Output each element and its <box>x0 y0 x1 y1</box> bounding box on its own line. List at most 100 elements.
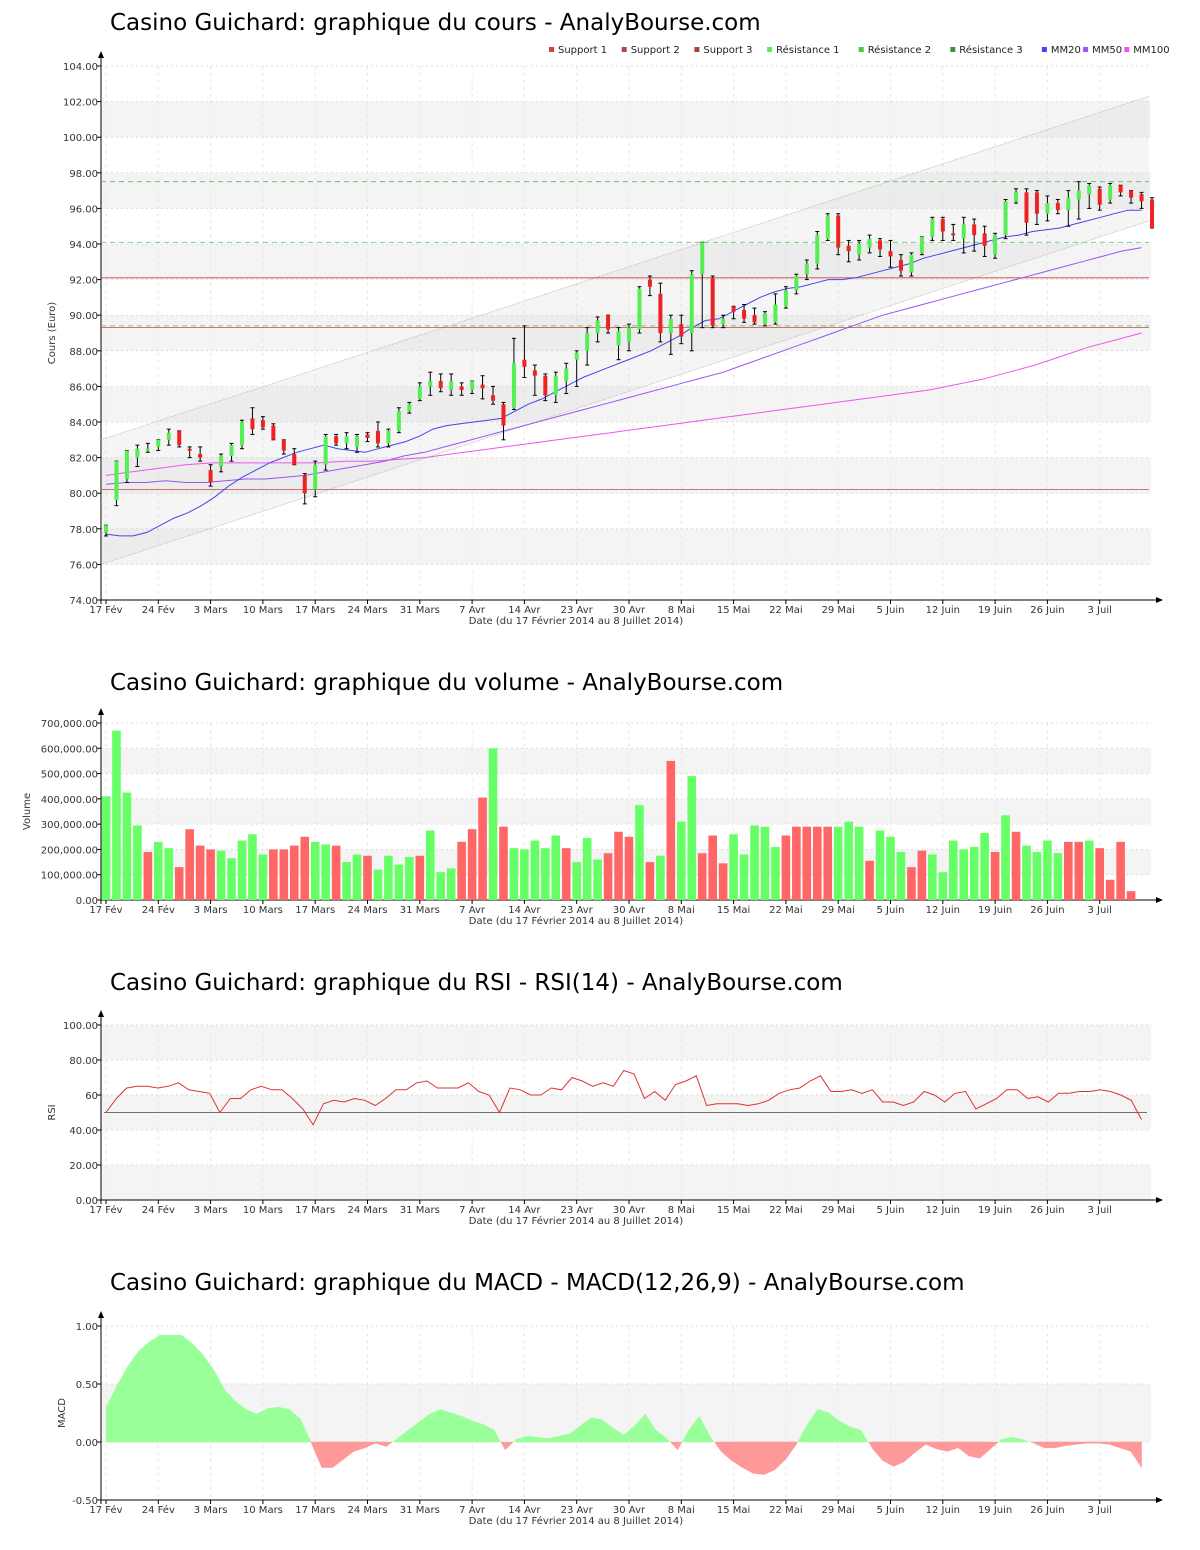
x-tick-label: 8 Mai <box>668 605 695 616</box>
y-tick-label: 100,000.00 <box>41 871 98 882</box>
volume-bar <box>812 826 822 900</box>
x-tick-label: 15 Mai <box>717 905 750 916</box>
x-axis-title: Date (du 17 Février 2014 au 8 Juillet 20… <box>469 1215 683 1227</box>
x-tick-label: 22 Mai <box>769 905 802 916</box>
y-tick-label: 200,000.00 <box>41 845 98 856</box>
volume-bar <box>436 872 446 900</box>
candle-body <box>135 448 140 458</box>
x-tick-label: 3 Mars <box>194 1205 228 1216</box>
candle-body <box>166 432 171 440</box>
macd-area-segment <box>1054 1441 1067 1449</box>
candle-body <box>574 352 579 360</box>
x-tick-label: 7 Avr <box>459 1505 486 1516</box>
y-axis-title: Cours (Euro) <box>47 302 58 365</box>
candle-body <box>951 233 956 236</box>
volume-bar <box>729 834 738 900</box>
volume-bar <box>959 849 969 900</box>
legend-label: MM100 <box>1133 45 1169 56</box>
volume-bar <box>384 855 393 900</box>
candle-body <box>815 235 820 264</box>
macd-area-segment <box>752 1441 765 1475</box>
volume-bar <box>760 826 770 900</box>
macd-area-segment <box>871 1441 883 1462</box>
rsi-chart-title: Casino Guichard: graphique du RSI - RSI(… <box>110 970 843 996</box>
x-tick-label: 8 Mai <box>668 905 695 916</box>
macd-area-segment <box>979 1441 991 1459</box>
candle-body <box>1150 199 1154 228</box>
volume-bar <box>718 863 728 900</box>
y-tick-label: 82.00 <box>69 454 98 465</box>
y-tick-label: 400,000.00 <box>41 795 98 806</box>
x-tick-label: 26 Juin <box>1030 1205 1064 1216</box>
volume-chart: 0.00 100,000.00 200,000.00 300,000.00 400,00… <box>22 708 1163 927</box>
volume-bar <box>122 792 132 900</box>
candle-body <box>909 254 914 273</box>
rsi-chart: 0.00 20.00 40.00 60 80.00 100.00 17 Fév 24 Fév 3… <box>47 1010 1163 1227</box>
candle-body <box>323 436 328 465</box>
volume-bar <box>624 836 634 900</box>
candle-body <box>177 430 182 446</box>
x-axis-title: Date (du 17 Février 2014 au 8 Juillet 20… <box>469 1515 683 1527</box>
macd-area-segment <box>591 1417 603 1443</box>
candle-body <box>762 313 767 325</box>
x-tick-label: 23 Avr <box>561 1505 594 1516</box>
y-tick-label: 88.00 <box>69 347 98 358</box>
volume-bar <box>614 831 623 900</box>
candle-body <box>553 375 558 396</box>
y-axis-title: MACD <box>57 1398 68 1428</box>
macd-area-segment <box>343 1441 355 1460</box>
macd-area-segment <box>817 1409 829 1443</box>
legend-swatch <box>621 47 627 52</box>
candle-body <box>1045 203 1050 214</box>
candle-body <box>595 320 600 333</box>
macd-chart: -0.50 0.00 0.50 1.00 17 Fév 24 Fév 3 Mars 10 Ma… <box>57 1311 1163 1527</box>
candle-body <box>1034 192 1039 214</box>
y-tick-label: 94.00 <box>69 240 98 251</box>
volume-bar <box>541 848 550 900</box>
volume-bar <box>363 855 372 900</box>
macd-area-segment <box>742 1441 754 1474</box>
macd-area-segment <box>774 1441 786 1471</box>
macd-area-segment <box>278 1406 290 1443</box>
macd-area-segment <box>714 1442 721 1452</box>
volume-bar <box>1032 851 1042 900</box>
y-tick-label: 96.00 <box>69 204 98 215</box>
volume-bar <box>792 826 801 900</box>
candle-body <box>532 370 537 376</box>
grid-band <box>101 457 1151 494</box>
macd-area-segment <box>1030 1442 1034 1444</box>
y-tick-label: 60 <box>85 1091 98 1102</box>
volume-bar <box>1116 841 1125 900</box>
candle-body <box>396 411 401 431</box>
volume-chart-title: Casino Guichard: graphique du volume - A… <box>110 670 784 696</box>
volume-bar <box>1043 840 1052 900</box>
candle-body <box>239 422 244 446</box>
macd-area-segment <box>968 1441 980 1459</box>
price-chart: 74.00 76.00 78.00 80.00 82.00 84.00 86.00 88.00… <box>47 44 1170 627</box>
candle-body <box>114 461 119 501</box>
macd-area-segment <box>472 1420 484 1443</box>
volume-bar <box>394 864 404 900</box>
x-tick-label: 14 Avr <box>508 1205 541 1216</box>
x-tick-label: 3 Juil <box>1088 1505 1112 1516</box>
y-tick-label: 40.00 <box>69 1126 98 1137</box>
y-tick-label: 104.00 <box>63 62 98 73</box>
candle-body <box>156 439 161 447</box>
candle-body <box>1118 185 1123 193</box>
y-tick-label: 92.00 <box>69 276 98 287</box>
x-tick-label: 31 Mars <box>400 905 440 916</box>
candle-body <box>1139 194 1144 202</box>
candle-body <box>501 404 506 426</box>
x-tick-label: 12 Juin <box>926 1205 960 1216</box>
price-chart-title: Casino Guichard: graphique du cours - An… <box>110 10 761 36</box>
macd-area-segment <box>440 1409 452 1443</box>
mm100-line <box>105 332 1142 476</box>
volume-bar <box>917 850 927 900</box>
candle-body <box>689 274 694 333</box>
candle-body <box>867 238 872 248</box>
macd-area-segment <box>450 1412 463 1443</box>
candle-body <box>428 381 433 387</box>
volume-bar <box>1011 831 1021 900</box>
candle-body <box>742 309 747 319</box>
volume-bar <box>101 796 111 900</box>
